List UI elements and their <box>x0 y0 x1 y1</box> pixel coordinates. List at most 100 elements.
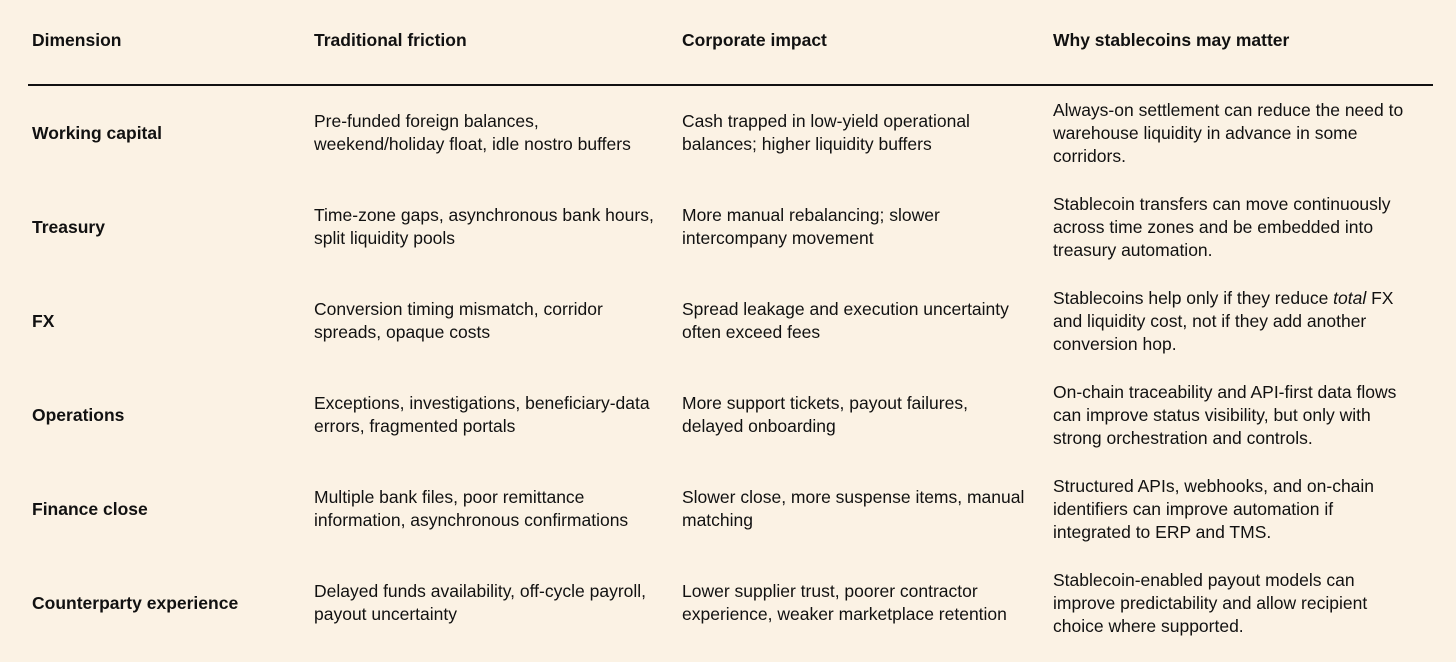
table-row: FX Conversion timing mismatch, corridor … <box>0 274 1456 368</box>
friction-text: Time-zone gaps, asynchronous bank hours,… <box>314 204 654 250</box>
text-line: More manual rebalancing; slower <box>682 205 940 225</box>
friction-text: Multiple bank files, poor remittance inf… <box>314 486 628 532</box>
text-line: choice where supported. <box>1053 615 1244 636</box>
table-row: Counterparty experience Delayed funds av… <box>0 556 1456 650</box>
text-line: often exceed fees <box>682 322 821 342</box>
text-line: Slower close, more suspense items, manua… <box>682 487 1025 507</box>
text-line: Multiple bank files, poor remittance <box>314 487 585 507</box>
text-line: payout uncertainty <box>314 604 458 624</box>
text-line: Stablecoin-enabled payout models can <box>1053 569 1355 590</box>
text-line: Time-zone gaps, asynchronous bank hours, <box>314 205 654 225</box>
text-line: Cash trapped in low-yield operational <box>682 111 970 131</box>
cell-dimension: Operations <box>32 368 302 462</box>
text-line: matching <box>682 510 754 530</box>
why-text: Structured APIs, webhooks, and on-chain … <box>1053 475 1374 544</box>
cell-friction: Pre-funded foreign balances, weekend/hol… <box>314 86 676 180</box>
text-line: treasury automation. <box>1053 239 1213 260</box>
friction-text: Conversion timing mismatch, corridor spr… <box>314 298 603 344</box>
text-line: identifiers can improve automation if <box>1053 498 1334 519</box>
text-line: delayed onboarding <box>682 416 836 436</box>
table-header: Dimension Traditional friction Corporate… <box>0 0 1456 86</box>
impact-text: Spread leakage and execution uncertainty… <box>682 298 1009 344</box>
text-line: can improve status visibility, but only … <box>1053 404 1371 425</box>
cell-friction: Multiple bank files, poor remittance inf… <box>314 462 676 556</box>
text-line: and liquidity cost, not if they add anot… <box>1053 310 1367 331</box>
text-line: conversion hop. <box>1053 333 1177 354</box>
table-row: Working capital Pre-funded foreign balan… <box>0 86 1456 180</box>
cell-dimension: FX <box>32 274 302 368</box>
text-line: Pre-funded foreign balances, <box>314 111 539 131</box>
cell-why: Stablecoin-enabled payout models can imp… <box>1053 556 1425 650</box>
why-text: Stablecoin transfers can move continuous… <box>1053 193 1391 262</box>
cell-why: Always-on settlement can reduce the need… <box>1053 86 1425 180</box>
text-segment: FX <box>1366 287 1394 308</box>
dimension-label: Treasury <box>32 216 105 237</box>
impact-text: More support tickets, payout failures, d… <box>682 392 968 438</box>
text-line: Stablecoin transfers can move continuous… <box>1053 193 1391 214</box>
dimension-label: Working capital <box>32 122 162 143</box>
text-line: On-chain traceability and API-first data… <box>1053 381 1397 402</box>
table-row: Operations Exceptions, investigations, b… <box>0 368 1456 462</box>
text-segment: Stablecoins help only if they reduce <box>1053 287 1334 308</box>
cell-friction: Exceptions, investigations, beneficiary-… <box>314 368 676 462</box>
text-line: across time zones and be embedded into <box>1053 216 1374 237</box>
cell-impact: Slower close, more suspense items, manua… <box>682 462 1046 556</box>
impact-text: More manual rebalancing; slower intercom… <box>682 204 940 250</box>
table-row: Finance close Multiple bank files, poor … <box>0 462 1456 556</box>
header-traditional-friction: Traditional friction <box>314 30 467 50</box>
text-line: errors, fragmented portals <box>314 416 516 436</box>
text-line: Always-on settlement can reduce the need… <box>1053 99 1404 120</box>
text-line: integrated to ERP and TMS. <box>1053 521 1272 542</box>
text-line: information, asynchronous confirmations <box>314 510 629 530</box>
friction-text: Exceptions, investigations, beneficiary-… <box>314 392 650 438</box>
dimension-label: Operations <box>32 404 125 425</box>
dimension-label: FX <box>32 310 55 331</box>
cell-dimension: Working capital <box>32 86 302 180</box>
text-line: experience, weaker marketplace retention <box>682 604 1007 624</box>
cell-friction: Delayed funds availability, off-cycle pa… <box>314 556 676 650</box>
header-divider <box>28 84 1433 86</box>
text-line: Conversion timing mismatch, corridor <box>314 299 603 319</box>
cell-impact: Spread leakage and execution uncertainty… <box>682 274 1046 368</box>
text-line: spreads, opaque costs <box>314 322 491 342</box>
cell-friction: Conversion timing mismatch, corridor spr… <box>314 274 676 368</box>
text-line: strong orchestration and controls. <box>1053 427 1313 448</box>
impact-text: Slower close, more suspense items, manua… <box>682 486 1024 532</box>
text-line: More support tickets, payout failures, <box>682 393 968 413</box>
header-dimension: Dimension <box>32 30 122 50</box>
header-corporate-impact: Corporate impact <box>682 30 827 50</box>
cell-dimension: Counterparty experience <box>32 556 302 650</box>
cell-impact: More manual rebalancing; slower intercom… <box>682 180 1046 274</box>
text-line: corridors. <box>1053 145 1126 166</box>
why-text: Stablecoin-enabled payout models can imp… <box>1053 569 1367 638</box>
text-line: Structured APIs, webhooks, and on-chain <box>1053 475 1375 496</box>
text-line: improve predictability and allow recipie… <box>1053 592 1368 613</box>
dimension-label: Finance close <box>32 498 148 519</box>
dimension-label: Counterparty experience <box>32 592 239 613</box>
text-line: Spread leakage and execution uncertainty <box>682 299 1009 319</box>
cell-dimension: Treasury <box>32 180 302 274</box>
why-text: Stablecoins help only if they reduce tot… <box>1053 287 1393 356</box>
text-line: balances; higher liquidity buffers <box>682 134 932 154</box>
cell-why: Structured APIs, webhooks, and on-chain … <box>1053 462 1425 556</box>
text-line: Delayed funds availability, off-cycle pa… <box>314 581 647 601</box>
cell-why: On-chain traceability and API-first data… <box>1053 368 1425 462</box>
why-text: Always-on settlement can reduce the need… <box>1053 99 1403 168</box>
cell-impact: Lower supplier trust, poorer contractor … <box>682 556 1046 650</box>
friction-text: Pre-funded foreign balances, weekend/hol… <box>314 110 631 156</box>
cell-dimension: Finance close <box>32 462 302 556</box>
cell-why: Stablecoin transfers can move continuous… <box>1053 180 1425 274</box>
impact-text: Cash trapped in low-yield operational ba… <box>682 110 970 156</box>
impact-text: Lower supplier trust, poorer contractor … <box>682 580 1007 626</box>
cell-impact: More support tickets, payout failures, d… <box>682 368 1046 462</box>
text-line: Exceptions, investigations, beneficiary-… <box>314 393 650 413</box>
header-why-stablecoins: Why stablecoins may matter <box>1053 30 1290 50</box>
text-line: Stablecoins help only if they reduce tot… <box>1053 287 1393 310</box>
cell-why: Stablecoins help only if they reduce tot… <box>1053 274 1425 368</box>
text-line: intercompany movement <box>682 228 874 248</box>
cell-impact: Cash trapped in low-yield operational ba… <box>682 86 1046 180</box>
friction-text: Delayed funds availability, off-cycle pa… <box>314 580 646 626</box>
table-row: Treasury Time-zone gaps, asynchronous ba… <box>0 180 1456 274</box>
text-line: split liquidity pools <box>314 228 456 248</box>
